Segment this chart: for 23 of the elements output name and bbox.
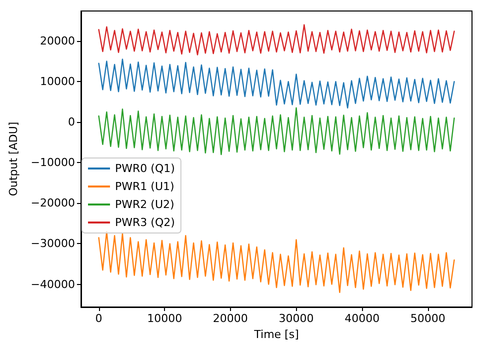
x-tick-label: 30000 <box>278 312 314 325</box>
line-series <box>98 24 455 56</box>
legend-label: PWR2 (U2) <box>115 198 174 211</box>
x-tick-label: 10000 <box>147 312 182 325</box>
y-tick-label: −40000 <box>30 278 75 291</box>
x-axis-title: Time [s] <box>253 328 299 341</box>
x-tick-label: 50000 <box>410 312 446 325</box>
line-series <box>98 107 455 156</box>
y-tick-label: 20000 <box>40 34 75 48</box>
legend-label: PWR0 (Q1) <box>115 162 175 175</box>
legend-label: PWR3 (Q2) <box>115 216 175 229</box>
y-tick-label: −20000 <box>30 196 75 210</box>
y-tick-label: −30000 <box>30 237 75 250</box>
y-tick-label: −10000 <box>30 156 75 170</box>
x-tick-label: 40000 <box>344 312 380 325</box>
x-tick-label: 0 <box>95 312 102 325</box>
y-axis-title: Output [ADU] <box>7 122 20 196</box>
line-series <box>98 230 455 294</box>
y-tick-label: 10000 <box>40 75 75 88</box>
y-tick-label: 0 <box>68 116 75 129</box>
legend-label: PWR1 (U1) <box>115 180 174 193</box>
line-series <box>98 58 455 109</box>
x-tick-label: 20000 <box>212 312 248 325</box>
